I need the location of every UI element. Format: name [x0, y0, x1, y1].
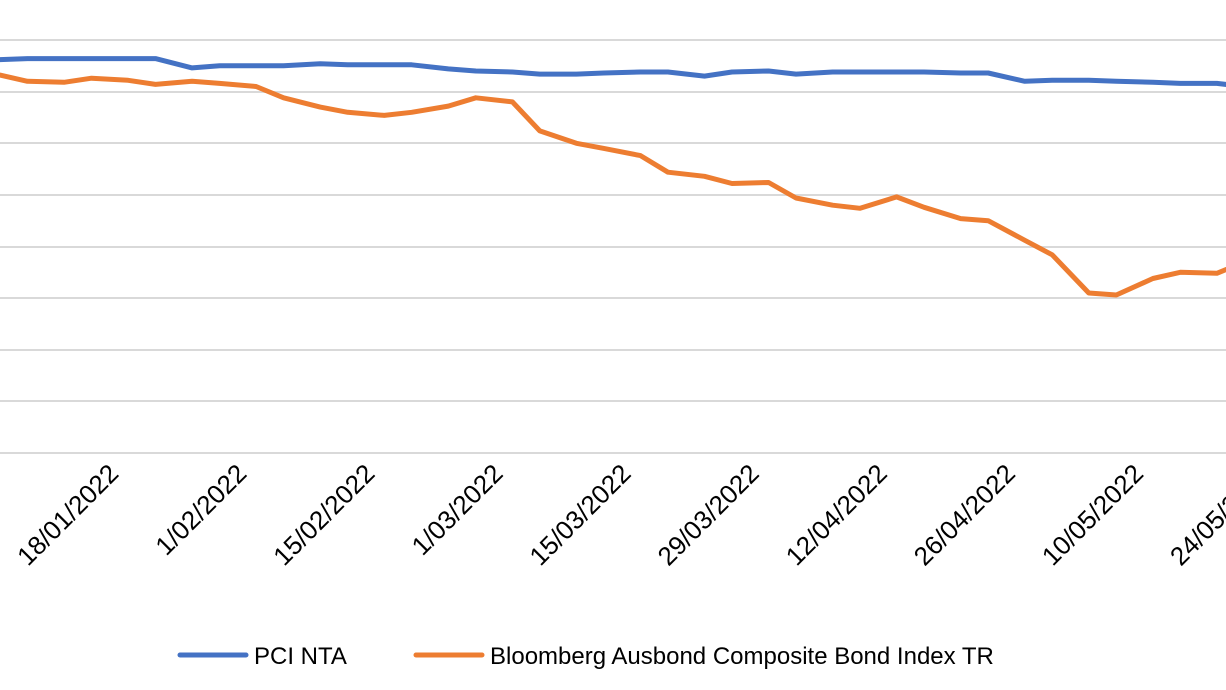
x-tick-label: 18/01/2022	[11, 458, 124, 571]
x-axis-tick-labels: 18/01/2022 1/02/2022 15/02/2022 1/03/2022 15…	[11, 458, 1226, 571]
x-tick-label: 1/03/2022	[406, 458, 509, 561]
legend: PCI NTA Bloomberg Ausbond Composite Bond …	[177, 643, 994, 670]
x-tick-label: 26/04/2022	[908, 458, 1021, 571]
x-tick-label: 12/04/2022	[780, 458, 893, 571]
series-line-bloomberg-ausbond	[0, 72, 1226, 298]
legend-label: PCI NTA	[254, 643, 347, 670]
x-tick-label: 24/05/2022	[1164, 458, 1226, 571]
legend-label: Bloomberg Ausbond Composite Bond Index T…	[490, 643, 994, 670]
gridlines	[0, 39, 1226, 454]
x-tick-label: 15/03/2022	[523, 458, 636, 571]
series-line-pci-nta	[0, 56, 1226, 87]
x-tick-label: 1/02/2022	[149, 458, 252, 561]
x-tick-label: 29/03/2022	[652, 458, 765, 571]
x-tick-label: 10/05/2022	[1036, 458, 1149, 571]
x-tick-label: 15/02/2022	[267, 458, 380, 571]
series-lines	[0, 56, 1226, 298]
